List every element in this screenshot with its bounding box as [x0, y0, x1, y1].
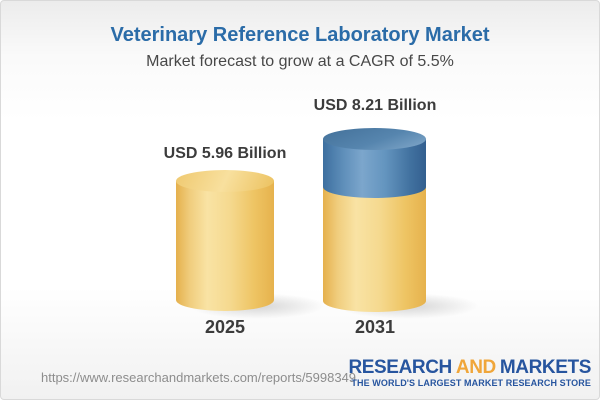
bar-2025-value-label: USD 5.96 Billion	[163, 145, 287, 162]
bar-2025-body	[176, 181, 274, 311]
report-url[interactable]: https://www.researchandmarkets.com/repor…	[41, 370, 357, 385]
logo-tagline: THE WORLD'S LARGEST MARKET RESEARCH STOR…	[351, 377, 591, 388]
bar-2025-top-cap	[176, 170, 274, 192]
bar-2031-value-label: USD 8.21 Billion	[313, 97, 437, 114]
bar-2031-gold-body	[323, 182, 426, 312]
logo-word-research: RESEARCH	[348, 357, 452, 378]
bar-2031-cylinder	[323, 128, 426, 323]
axis-label-2031: 2031	[354, 317, 396, 337]
logo-word-and: AND	[455, 357, 496, 378]
logo-word-markets: MARKETS	[499, 357, 592, 378]
chart-title: Veterinary Reference Laboratory Market	[110, 24, 490, 46]
chart-subtitle: Market forecast to grow at a CAGR of 5.5…	[146, 53, 454, 70]
logo-wordmark: RESEARCH AND MARKETS	[348, 357, 592, 379]
research-and-markets-logo[interactable]: RESEARCH AND MARKETS THE WORLD'S LARGEST M…	[348, 357, 592, 389]
axis-label-2025: 2025	[204, 317, 246, 337]
bar-2025-cylinder	[176, 170, 274, 322]
bar-2031-blue-top-cap	[323, 128, 426, 150]
